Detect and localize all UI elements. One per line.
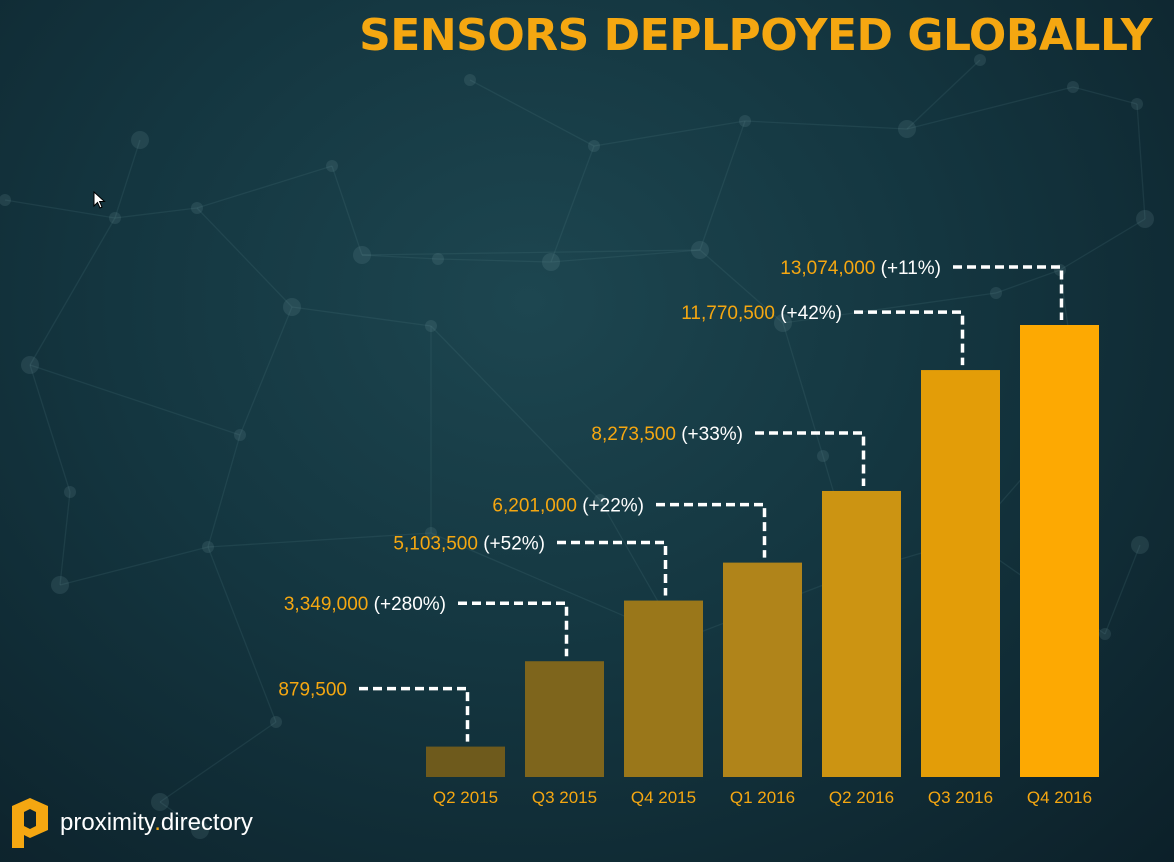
leader-line-4 — [755, 431, 866, 486]
bar-4 — [822, 490, 901, 777]
x-tick-label-5: Q3 2016 — [928, 788, 993, 807]
leader-line-0 — [359, 686, 470, 742]
chart-title: SENSORS DEPLPOYED GLOBALLY — [359, 10, 1152, 61]
data-label-3: 6,201,000 (+22%) — [492, 496, 644, 517]
chart: Q2 2015 879,500 Q3 2015 3,349,000 (+280%) Q4… — [278, 258, 1099, 807]
leader-line-3 — [656, 502, 767, 558]
bar-6 — [1020, 325, 1099, 777]
logo-suffix: directory — [160, 809, 253, 836]
x-tick-label-4: Q2 2016 — [829, 788, 894, 807]
mouse-cursor-icon — [93, 191, 106, 209]
bar-2 — [624, 600, 703, 777]
data-label-0: 879,500 — [278, 680, 347, 701]
bar-0 — [426, 746, 505, 777]
x-tick-label-3: Q1 2016 — [730, 788, 795, 807]
x-tick-label-2: Q4 2015 — [631, 788, 696, 807]
data-label-4: 8,273,500 (+33%) — [591, 424, 743, 445]
data-label-2: 5,103,500 (+52%) — [393, 534, 545, 555]
x-tick-label-6: Q4 2016 — [1027, 788, 1092, 807]
x-tick-label-1: Q3 2015 — [532, 788, 597, 807]
leader-line-6 — [953, 265, 1064, 320]
logo-text: proximity.directory — [60, 809, 253, 837]
logo-separator: . — [154, 809, 161, 836]
logo[interactable]: proximity.directory — [10, 797, 253, 849]
proximity-p-logo-icon — [12, 798, 48, 848]
logo-name: proximity — [60, 809, 155, 836]
leader-line-2 — [557, 540, 668, 596]
data-label-5: 11,770,500 (+42%) — [681, 303, 842, 324]
bar-3 — [723, 562, 802, 777]
bar-1 — [525, 661, 604, 777]
bar-5 — [921, 370, 1000, 777]
x-tick-label-0: Q2 2015 — [433, 788, 498, 807]
data-label-1: 3,349,000 (+280%) — [284, 594, 446, 615]
leader-line-1 — [458, 601, 569, 657]
leader-line-5 — [854, 310, 965, 366]
data-label-6: 13,074,000 (+11%) — [780, 258, 941, 279]
